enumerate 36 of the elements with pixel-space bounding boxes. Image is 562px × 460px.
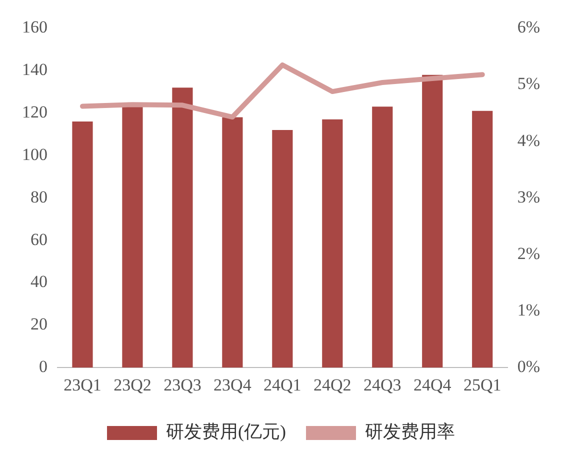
- y-tick-label: 140: [22, 60, 48, 80]
- x-tick-label: 23Q3: [164, 375, 202, 394]
- bar: [272, 130, 293, 368]
- bar: [322, 119, 343, 368]
- bar: [172, 88, 193, 368]
- bar: [422, 74, 443, 368]
- x-tick-label: 23Q1: [64, 375, 102, 394]
- y-tick-label: 80: [30, 187, 48, 206]
- bar: [372, 106, 393, 368]
- x-tick-label: 25Q1: [463, 375, 502, 394]
- x-tick-label: 24Q1: [264, 375, 302, 394]
- x-tick-label: 23Q4: [214, 375, 252, 394]
- y2-tick-label: 1%: [517, 300, 540, 320]
- bar: [72, 122, 93, 368]
- y-tick-label: 160: [22, 18, 48, 37]
- legend-label: 研发费用(亿元): [166, 422, 286, 442]
- y2-tick-label: 0%: [517, 357, 540, 376]
- x-tick-label: 24Q3: [363, 375, 402, 394]
- bar: [472, 110, 493, 368]
- y2-tick-label: 5%: [517, 74, 540, 94]
- y-tick-label: 0: [39, 357, 48, 376]
- y-tick-label: 120: [22, 102, 48, 122]
- x-tick-label: 24Q2: [314, 375, 352, 394]
- legend-label: 研发费用率: [364, 422, 455, 442]
- y-tick-label: 40: [30, 272, 48, 292]
- y-tick-label: 100: [22, 144, 48, 164]
- bar: [122, 106, 143, 368]
- y2-tick-label: 2%: [517, 244, 540, 263]
- y2-tick-label: 6%: [517, 18, 540, 37]
- y2-tick-label: 4%: [517, 130, 540, 150]
- y2-tick-label: 3%: [517, 187, 540, 206]
- x-tick-label: 23Q2: [114, 375, 152, 394]
- bar: [222, 117, 243, 368]
- y-tick-label: 60: [30, 230, 48, 249]
- x-tick-label: 24Q4: [413, 375, 452, 394]
- y-tick-label: 20: [30, 314, 48, 334]
